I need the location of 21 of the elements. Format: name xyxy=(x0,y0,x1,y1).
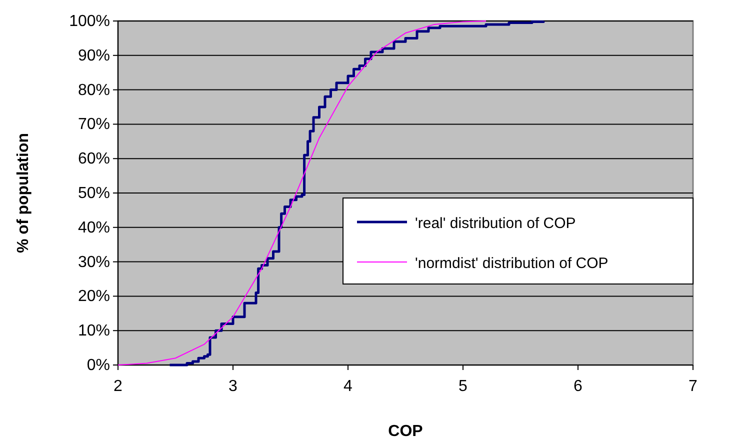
y-tick-label: 40% xyxy=(78,219,110,236)
x-tick-label: 2 xyxy=(114,378,123,395)
x-tick-label: 5 xyxy=(458,378,468,395)
legend-label: 'normdist' distribution of COP xyxy=(415,255,608,272)
y-tick-label: 90% xyxy=(78,47,110,64)
x-tick-label: 4 xyxy=(344,378,353,395)
y-tick-label: 50% xyxy=(78,185,110,202)
x-tick-label: 7 xyxy=(688,378,698,395)
y-tick-label: 30% xyxy=(78,254,110,271)
y-tick-label: 0% xyxy=(86,357,110,374)
x-axis-title: COP xyxy=(388,423,424,440)
x-tick-label: 6 xyxy=(574,378,583,395)
y-tick-label: 10% xyxy=(78,322,110,340)
y-tick-label: 20% xyxy=(78,288,110,306)
y-axis-title: % of population xyxy=(15,133,32,253)
y-tick-label: 60% xyxy=(78,150,110,168)
y-tick-label: 70% xyxy=(78,116,110,134)
x-tick-label: 3 xyxy=(228,378,238,395)
legend-label: 'real' distribution of COP xyxy=(415,215,576,232)
y-tick-label: 80% xyxy=(78,82,110,99)
y-tick-label: 100% xyxy=(69,13,110,30)
